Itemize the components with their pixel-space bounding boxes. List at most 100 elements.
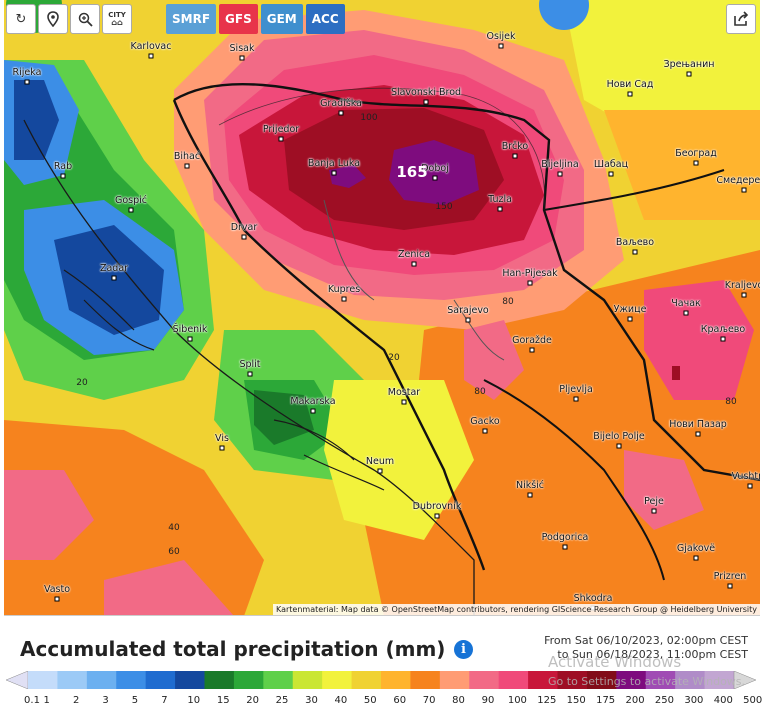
place-label: Neum	[365, 456, 395, 467]
legend-tick-label: 2	[72, 695, 80, 706]
legend-arrow-high	[733, 671, 756, 689]
place-label: Vis	[215, 433, 229, 444]
place-marker	[632, 249, 638, 255]
place-label: Sarajevo	[447, 305, 489, 316]
place-marker	[184, 163, 190, 169]
place-marker	[60, 173, 66, 179]
place-marker	[741, 187, 747, 193]
place-marker	[747, 483, 753, 489]
legend-tick-label: 0.1	[24, 695, 40, 706]
legend-swatch	[116, 671, 147, 689]
place-label: Смедерево	[716, 175, 760, 186]
place-marker	[465, 317, 471, 323]
zoom-icon[interactable]	[70, 4, 100, 34]
place-label: Zenica	[397, 249, 431, 260]
place-marker	[557, 171, 563, 177]
place-label: Peje	[644, 496, 664, 507]
place-label: Rijeka	[12, 67, 42, 78]
legend-swatch	[704, 671, 735, 689]
legend-tick-label: 25	[275, 695, 289, 706]
contour-label: 40	[168, 523, 180, 533]
place-marker	[24, 79, 30, 85]
legend-tick-label: 400	[713, 695, 733, 706]
model-tabs: SMRF GFS GEM ACC	[166, 4, 345, 34]
city-icon[interactable]: CITY ⌂⌂	[102, 4, 132, 34]
place-marker	[627, 316, 633, 322]
legend-swatch	[439, 671, 470, 689]
place-label: Kupres	[327, 284, 361, 295]
location-pin-icon[interactable]	[38, 4, 68, 34]
place-label: Шабац	[593, 159, 629, 170]
place-marker	[720, 336, 726, 342]
legend-tick-label: 200	[625, 695, 645, 706]
legend-swatch	[675, 671, 706, 689]
place-label: Drvar	[230, 222, 258, 233]
place-marker	[482, 428, 488, 434]
place-label: Podgorica	[541, 532, 589, 543]
legend-swatch	[145, 671, 176, 689]
place-label: Brčko	[501, 141, 529, 152]
legend-swatch	[292, 671, 323, 689]
place-marker	[331, 170, 337, 176]
legend-swatch	[381, 671, 411, 689]
contour-label: 20	[388, 353, 400, 363]
model-tab-smrf[interactable]: SMRF	[166, 4, 217, 34]
place-label: Doboj	[421, 163, 449, 174]
contour-label: 20	[76, 378, 88, 388]
place-label: Kraljevo	[724, 280, 760, 291]
color-legend-bar	[6, 671, 756, 689]
place-marker	[239, 55, 245, 61]
legend-tick-label: 250	[654, 695, 674, 706]
legend-swatch	[57, 671, 88, 689]
place-label: Gjakovë	[676, 543, 716, 554]
place-marker	[434, 513, 440, 519]
place-marker	[341, 296, 347, 302]
place-label: Bijelo Polje	[593, 431, 645, 442]
info-icon[interactable]: i	[454, 640, 473, 659]
legend-arrow-low	[6, 671, 29, 689]
contour-label: 80	[502, 297, 514, 307]
place-marker	[241, 234, 247, 240]
legend-tick-label: 100	[507, 695, 527, 706]
place-marker	[401, 399, 407, 405]
place-marker	[693, 555, 699, 561]
legend-tick-label: 7	[161, 695, 168, 706]
place-marker	[54, 596, 60, 602]
legend-tick-label: 125	[537, 695, 557, 706]
precipitation-map[interactable]: Karlovac Sisak Osijek Rijeka Gradiška Slavons…	[4, 0, 760, 616]
place-marker	[627, 91, 633, 97]
place-marker	[338, 110, 344, 116]
place-marker	[651, 508, 657, 514]
model-tab-gfs[interactable]: GFS	[219, 4, 258, 34]
place-marker	[411, 261, 417, 267]
model-tab-gem[interactable]: GEM	[260, 4, 303, 34]
model-tab-acc[interactable]: ACC	[305, 4, 345, 34]
place-marker	[497, 206, 503, 212]
place-marker	[693, 160, 699, 166]
place-label: Zadar	[99, 263, 129, 274]
place-marker	[377, 468, 383, 474]
refresh-icon[interactable]: ↻	[6, 4, 36, 34]
place-label: Rab	[53, 161, 73, 172]
legend-swatch	[498, 671, 529, 689]
place-marker	[527, 492, 533, 498]
place-label: Ваљево	[615, 237, 655, 248]
legend-swatch	[322, 671, 353, 689]
legend-tick-label: 1	[43, 695, 50, 706]
legend-swatch	[263, 671, 294, 689]
legend-tick-label: 5	[131, 695, 139, 706]
place-marker	[128, 207, 134, 213]
place-label: Bijeljina	[541, 159, 579, 170]
legend-tick-label: 20	[246, 695, 259, 706]
place-marker	[573, 396, 579, 402]
place-label: Osijek	[486, 31, 516, 42]
place-label: Prijedor	[262, 124, 300, 135]
place-label: Sisak	[229, 43, 255, 54]
map-toolbar: ↻ CITY ⌂⌂	[6, 4, 132, 34]
legend-swatch	[410, 671, 441, 689]
legend-tick-label: 50	[363, 695, 377, 706]
place-label: Београд	[675, 148, 717, 159]
place-marker	[310, 408, 316, 414]
share-icon[interactable]	[726, 4, 756, 34]
place-marker	[111, 275, 117, 281]
